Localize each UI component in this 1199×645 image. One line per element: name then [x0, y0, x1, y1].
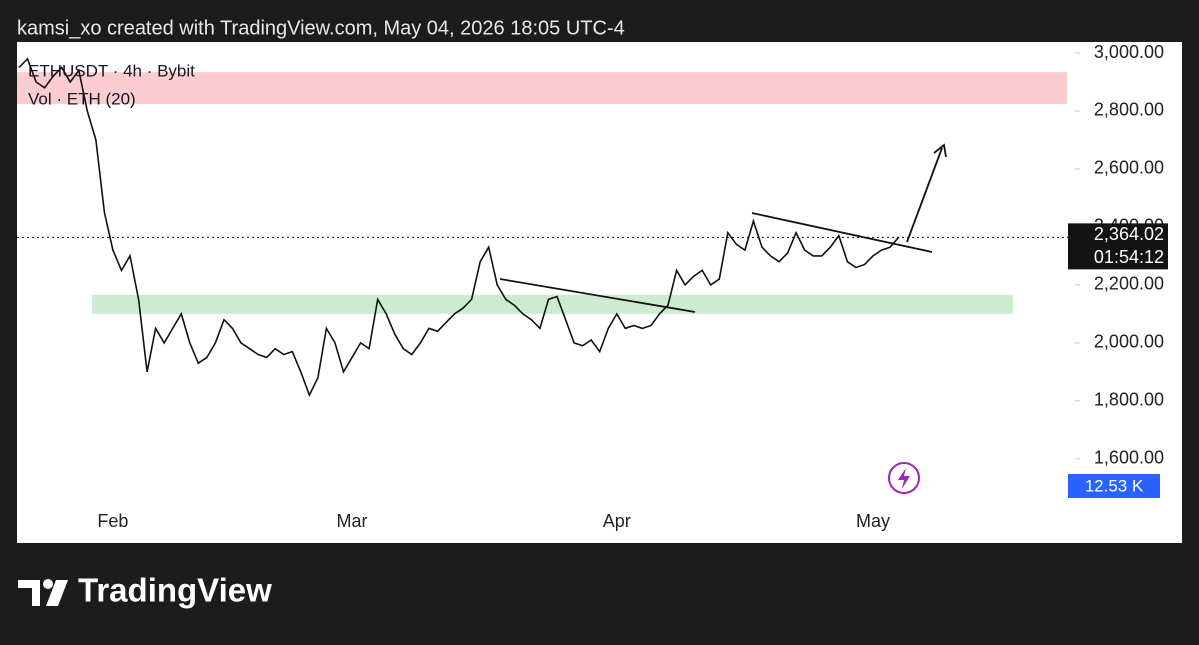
- volume-box: [1068, 474, 1160, 498]
- brand-logo: [18, 579, 68, 606]
- arrow-head: [933, 143, 947, 158]
- arrow: [906, 147, 943, 243]
- y-tick-label: 2,800.00: [1094, 100, 1164, 120]
- alert-bolt: [898, 468, 910, 489]
- trendline: [751, 212, 933, 253]
- x-tick-label: Apr: [603, 511, 631, 531]
- y-tick-label: 2,000.00: [1094, 332, 1164, 352]
- countdown: 01:54:12: [1094, 247, 1164, 267]
- x-tick-label: Mar: [337, 511, 368, 531]
- zone: [92, 294, 1013, 314]
- y-tick-label: 2,200.00: [1094, 274, 1164, 294]
- y-tick-label: 1,600.00: [1094, 448, 1164, 468]
- chart-panel: [17, 42, 1182, 543]
- trendline: [499, 278, 696, 313]
- x-tick-label: May: [856, 511, 890, 531]
- volume-legend: Vol · ETH (20): [28, 89, 136, 108]
- price-line: [18, 57, 900, 398]
- brand: TradingView: [78, 572, 272, 609]
- price-tag: [1068, 223, 1168, 270]
- price-tag-label: 2,364.02: [1094, 224, 1164, 244]
- x-tick-label: Feb: [97, 511, 128, 531]
- volume-value: 12.53 K: [1085, 476, 1144, 495]
- y-tick-label: 2,600.00: [1094, 158, 1164, 178]
- symbol-legend: ETHUSDT · 4h · Bybit: [28, 61, 195, 80]
- y-tick-label: 1,800.00: [1094, 390, 1164, 410]
- y-tick-label: 3,000.00: [1094, 42, 1164, 62]
- credit: kamsi_xo created with TradingView.com, M…: [17, 17, 625, 39]
- zone: [17, 72, 1067, 105]
